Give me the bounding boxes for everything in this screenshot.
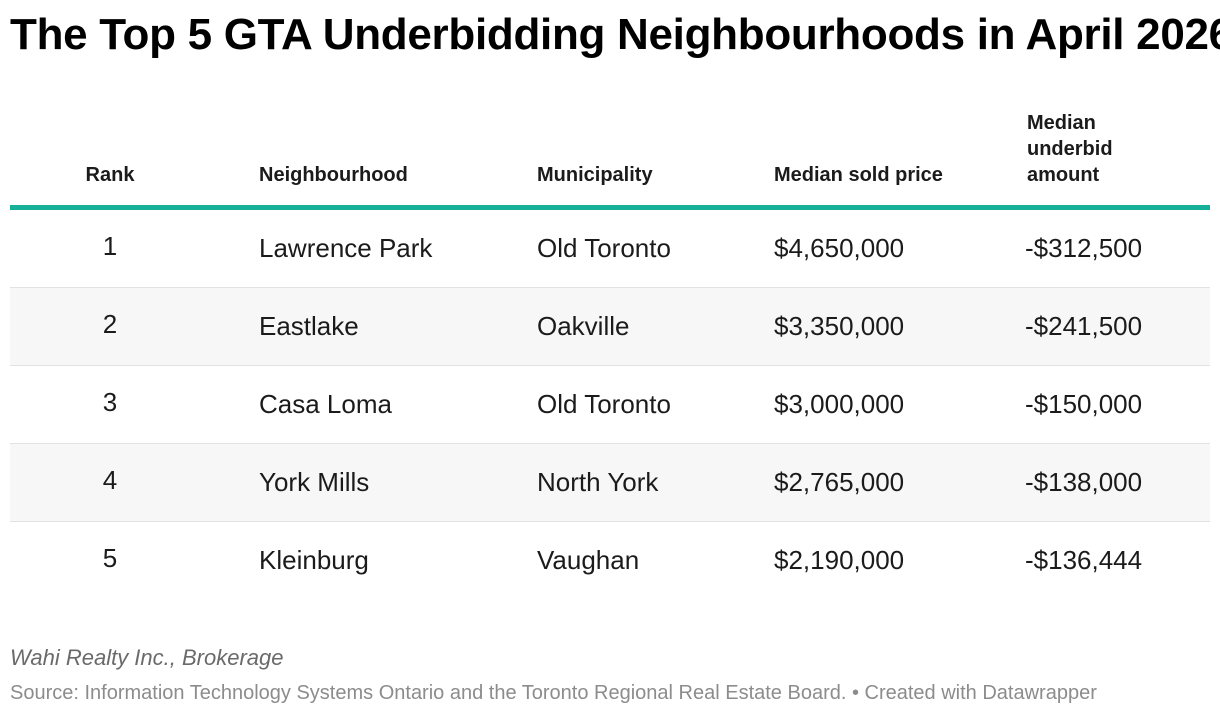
cell-municipality: Old Toronto [537,389,671,419]
table-row: 2 Eastlake Oakville $3,350,000 -$241,500 [10,288,1210,366]
table-body: 1 Lawrence Park Old Toronto $4,650,000 -$312… [10,210,1210,600]
column-header-neighbourhood[interactable]: Neighbourhood [259,164,408,186]
column-header-rank[interactable]: Rank [85,164,135,186]
table-row: 3 Casa Loma Old Toronto $3,000,000 -$150,000 [10,366,1210,444]
cell-neighbourhood: York Mills [259,467,370,497]
cell-median-underbid-amount: -$150,000 [1025,389,1143,419]
cell-rank: 3 [102,387,118,417]
cell-rank: 1 [102,231,118,261]
cell-rank: 4 [102,465,118,495]
cell-median-underbid-amount: -$136,444 [1025,545,1143,575]
cell-municipality: Oakville [537,311,630,341]
cell-median-sold-price: $3,000,000 [774,389,905,419]
cell-municipality: Old Toronto [537,233,671,263]
data-table: Rank Neighbourhood Municipality Median s… [10,110,1210,600]
cell-municipality: Vaughan [537,545,640,575]
cell-rank: 5 [102,543,118,573]
cell-median-sold-price: $4,650,000 [774,233,905,263]
column-header-median-sold-price[interactable]: Median sold price [774,164,943,186]
column-header-median-underbid-amount[interactable]: Median underbid amount [1027,112,1113,186]
table-header: Rank Neighbourhood Municipality Median s… [10,110,1210,210]
cell-neighbourhood: Kleinburg [259,545,369,575]
cell-median-sold-price: $2,190,000 [774,545,905,575]
cell-median-underbid-amount: -$241,500 [1025,311,1143,341]
column-header-municipality[interactable]: Municipality [537,164,653,186]
cell-median-underbid-amount: -$138,000 [1025,467,1143,497]
chart-title: The Top 5 GTA Underbidding Neighbourhood… [10,10,1220,59]
cell-neighbourhood: Eastlake [259,311,359,341]
cell-median-underbid-amount: -$312,500 [1025,233,1143,263]
cell-municipality: North York [537,467,659,497]
cell-neighbourhood: Lawrence Park [259,233,433,263]
table-row: 4 York Mills North York $2,765,000 -$138,000 [10,444,1210,522]
chart-notes: Wahi Realty Inc., Brokerage [10,645,284,670]
cell-rank: 2 [102,309,118,339]
cell-neighbourhood: Casa Loma [259,389,392,419]
table-row: 5 Kleinburg Vaughan $2,190,000 -$136,444 [10,522,1210,600]
chart-source: Source: Information Technology Systems O… [10,682,1097,704]
cell-median-sold-price: $2,765,000 [774,467,905,497]
cell-median-sold-price: $3,350,000 [774,311,905,341]
table-row: 1 Lawrence Park Old Toronto $4,650,000 -$312… [10,210,1210,288]
